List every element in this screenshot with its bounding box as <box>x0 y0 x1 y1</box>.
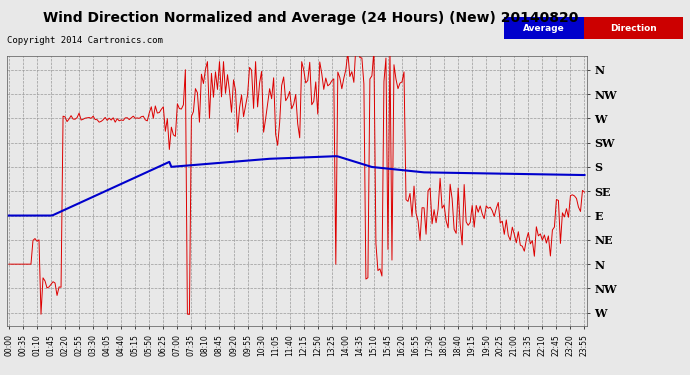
Text: Copyright 2014 Cartronics.com: Copyright 2014 Cartronics.com <box>7 36 163 45</box>
Text: Wind Direction Normalized and Average (24 Hours) (New) 20140820: Wind Direction Normalized and Average (2… <box>43 11 578 25</box>
FancyBboxPatch shape <box>584 17 683 39</box>
Text: Direction: Direction <box>611 24 657 33</box>
FancyBboxPatch shape <box>504 17 584 39</box>
Text: Average: Average <box>523 24 565 33</box>
